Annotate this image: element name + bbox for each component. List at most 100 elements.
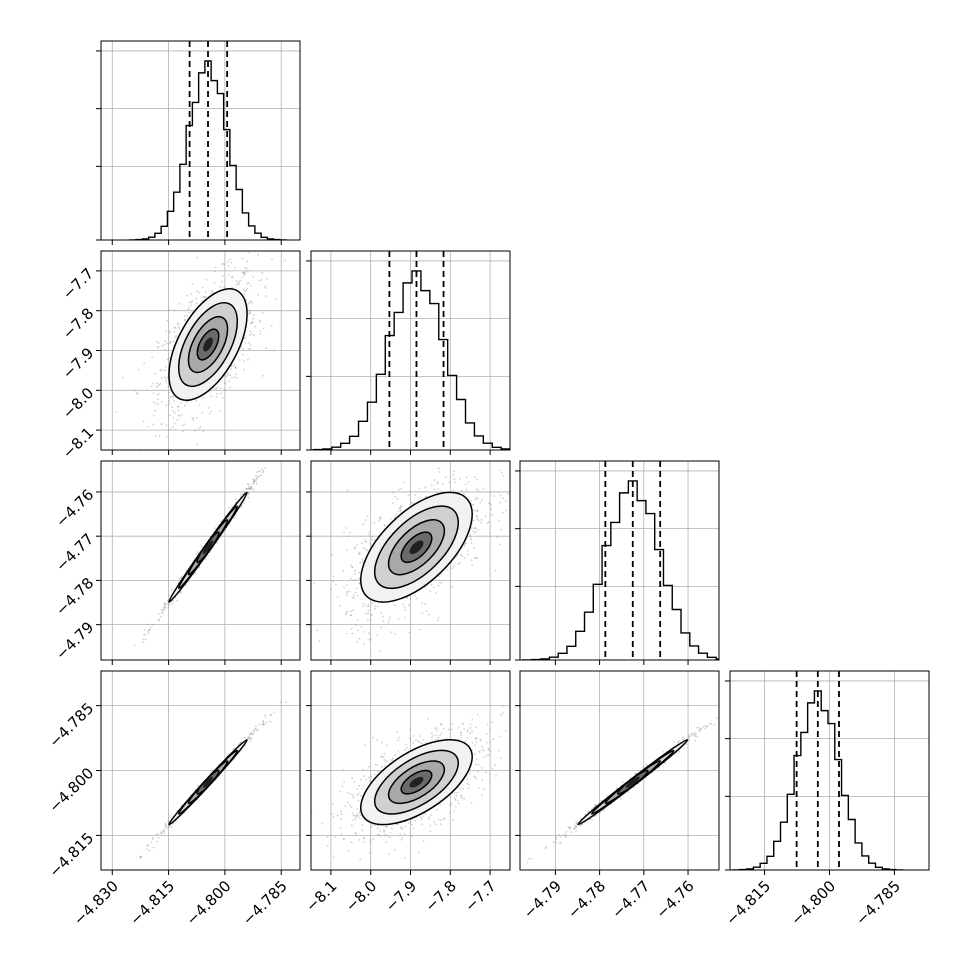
sample-point: [368, 765, 370, 768]
sample-point: [435, 734, 438, 737]
sample-point: [398, 736, 400, 739]
sample-point: [487, 747, 490, 750]
sample-point: [186, 314, 189, 317]
sample-point: [359, 858, 361, 861]
sample-point: [691, 732, 694, 735]
sample-point: [152, 392, 155, 395]
sample-point: [437, 616, 440, 619]
sample-point: [227, 265, 230, 268]
sample-point: [395, 731, 398, 733]
sample-point: [360, 787, 363, 790]
sample-point: [341, 785, 344, 788]
sample-point: [435, 727, 438, 729]
contour-line: [400, 769, 433, 795]
sample-point: [213, 270, 216, 273]
sample-point: [156, 341, 159, 343]
sample-point: [249, 488, 252, 491]
sample-point: [249, 347, 252, 350]
sample-point: [250, 302, 253, 304]
contour-line: [168, 288, 248, 401]
sample-point: [350, 577, 352, 580]
sample-point: [368, 632, 370, 635]
sample-point: [198, 291, 200, 294]
sample-point: [185, 584, 187, 587]
sample-point: [362, 523, 365, 526]
sample-point: [165, 404, 168, 406]
panel-frame: [519, 460, 720, 661]
sample-point: [230, 368, 233, 370]
sample-point: [493, 764, 496, 766]
sample-point: [437, 467, 440, 470]
sample-point: [270, 713, 273, 716]
sample-point: [394, 754, 397, 757]
sample-point: [247, 493, 250, 495]
sample-point: [463, 492, 465, 495]
sample-point: [326, 836, 329, 838]
sample-point: [381, 765, 383, 768]
sample-point: [358, 553, 360, 556]
sample-point: [255, 483, 258, 485]
sample-point: [403, 833, 406, 835]
sample-point: [405, 596, 408, 599]
sample-point: [157, 833, 160, 835]
sample-point: [478, 750, 480, 753]
sample-point: [228, 507, 231, 509]
sample-point: [479, 501, 482, 504]
sample-point: [168, 402, 171, 405]
sample-point: [486, 733, 488, 735]
sample-point: [173, 422, 176, 425]
sample-point: [251, 333, 253, 335]
sample-point: [502, 474, 505, 477]
sample-point: [473, 532, 476, 534]
sample-point: [489, 741, 491, 744]
sample-point: [152, 623, 155, 626]
sample-point: [136, 392, 138, 395]
sample-point: [369, 839, 372, 841]
sample-point: [367, 533, 370, 536]
sample-point: [377, 770, 379, 773]
sample-point: [369, 542, 371, 545]
sample-point: [249, 733, 252, 736]
sample-point: [170, 826, 173, 828]
sample-point: [169, 824, 172, 827]
sample-point: [424, 495, 427, 498]
sample-point: [138, 855, 141, 858]
sample-point: [505, 500, 508, 503]
sample-point: [350, 627, 353, 630]
sample-point: [168, 308, 171, 311]
sample-point: [167, 385, 170, 388]
sample-point: [379, 517, 381, 520]
sample-point: [622, 781, 624, 784]
sample-point: [351, 811, 354, 814]
sample-point: [204, 290, 207, 293]
sample-point: [470, 499, 473, 502]
sample-point: [345, 527, 348, 529]
sample-point: [354, 573, 357, 575]
sample-point: [363, 541, 366, 543]
sample-point: [252, 729, 255, 732]
sample-point: [146, 630, 149, 633]
sample-point: [403, 616, 406, 619]
sample-point: [465, 489, 468, 491]
sample-point: [467, 729, 469, 731]
sample-point: [207, 407, 210, 409]
sample-point: [247, 492, 250, 494]
sample-point: [472, 503, 475, 506]
sample-point: [421, 602, 424, 605]
sample-point: [481, 745, 483, 748]
sample-point: [370, 536, 373, 538]
sample-point: [450, 802, 453, 805]
sample-point: [259, 332, 262, 335]
sample-point: [223, 382, 226, 385]
sample-point: [243, 271, 246, 273]
sample-point: [193, 472, 195, 474]
histogram-step: [732, 690, 904, 870]
sample-point: [252, 317, 255, 320]
density-level: [202, 776, 214, 788]
sample-point: [321, 822, 324, 825]
sample-point: [191, 299, 194, 302]
sample-point: [475, 763, 478, 766]
sample-point: [436, 481, 439, 483]
sample-point: [351, 632, 354, 635]
sample-point: [262, 312, 264, 314]
